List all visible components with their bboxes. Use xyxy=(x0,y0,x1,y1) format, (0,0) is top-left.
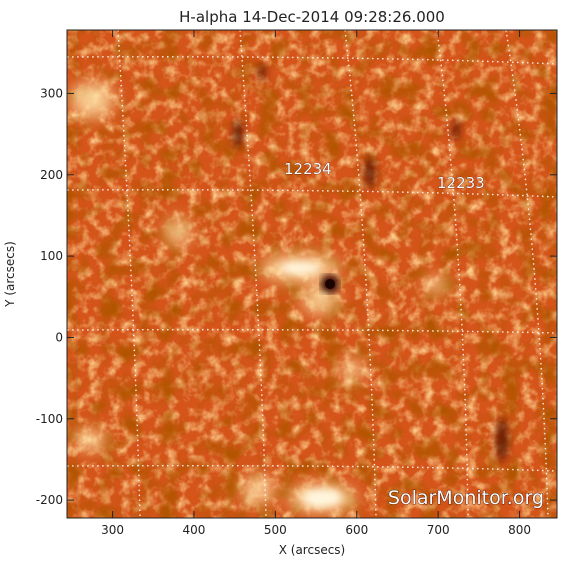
y-tick-label: -200 xyxy=(36,493,63,507)
x-tick-label: 500 xyxy=(264,523,287,537)
x-tick-label: 700 xyxy=(427,523,450,537)
y-axis-label: Y (arcsecs) xyxy=(3,241,17,308)
region-label-12234: 12234 xyxy=(284,160,332,178)
active-regions: 12234 12233 xyxy=(284,160,485,193)
dark-features xyxy=(233,64,508,462)
figure-title: H-alpha 14-Dec-2014 09:28:26.000 xyxy=(179,8,445,26)
watermark: SolarMonitor.org xyxy=(388,487,544,509)
x-axis-ticks: 300 400 500 600 700 800 xyxy=(101,30,531,537)
y-tick-label: 300 xyxy=(40,86,63,100)
x-tick-label: 300 xyxy=(101,523,124,537)
x-tick-label: 800 xyxy=(508,523,531,537)
y-tick-label: 0 xyxy=(55,330,63,344)
x-tick-label: 400 xyxy=(183,523,206,537)
y-tick-label: 100 xyxy=(40,249,63,263)
solar-image xyxy=(67,30,557,518)
x-tick-label: 600 xyxy=(345,523,368,537)
y-tick-label: -100 xyxy=(36,412,63,426)
plage-cores xyxy=(280,262,342,507)
region-label-12233: 12233 xyxy=(437,174,485,192)
heliographic-grid xyxy=(67,30,557,518)
x-axis-label: X (arcsecs) xyxy=(279,543,346,557)
y-axis-ticks: -200 -100 0 100 200 300 xyxy=(36,86,557,507)
y-tick-label: 200 xyxy=(40,168,63,182)
plot-frame xyxy=(66,29,558,519)
